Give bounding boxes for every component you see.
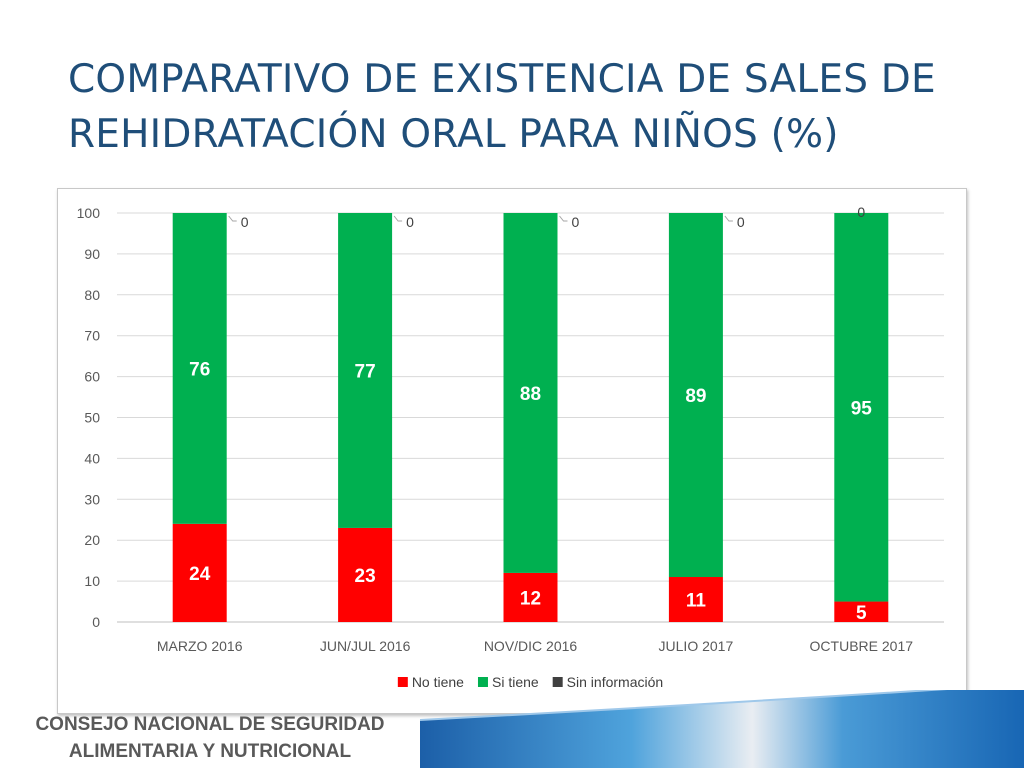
y-axis-ticks: 0 10 20 30 40 50 60 70 80 90 100: [77, 205, 101, 630]
footer-line-2: ALIMENTARIA Y NUTRICIONAL: [68, 741, 352, 762]
footer-line-1: CONSEJO NACIONAL DE SEGURIDAD: [35, 714, 385, 735]
legend-swatch: [397, 677, 408, 687]
y-tick-label: 80: [84, 287, 100, 303]
legend-label: Sin información: [567, 674, 664, 690]
legend-item: No tiene: [397, 674, 464, 690]
x-tick-label: OCTUBRE 2017: [810, 638, 914, 654]
data-label: 77: [355, 361, 376, 382]
y-tick-label: 50: [84, 410, 100, 426]
y-tick-label: 0: [92, 614, 100, 630]
bar-segment: [172, 523, 227, 622]
decorative-footer-band: [420, 690, 1024, 768]
data-label: 0: [737, 214, 745, 230]
legend-item: Si tiene: [477, 674, 539, 690]
y-tick-label: 30: [84, 491, 100, 507]
data-label-leader: [559, 215, 568, 222]
data-label-leader: [393, 215, 403, 222]
legend-item: Sin información: [552, 674, 664, 690]
bar-segment: [834, 213, 889, 602]
legend-swatch: [477, 677, 488, 687]
x-tick-label: NOV/DIC 2016: [484, 638, 578, 654]
y-tick-label: 10: [84, 573, 100, 589]
legend-swatch: [552, 677, 563, 687]
x-tick-label: JUN/JUL 2016: [320, 638, 411, 654]
data-label: 11: [686, 591, 707, 612]
data-labels: 24 76 0 23 77 0 12 88 0 11 89 0 5 95 0: [189, 204, 872, 624]
data-label: 12: [520, 588, 541, 609]
bar-segment: [503, 572, 558, 622]
x-tick-label: MARZO 2016: [157, 638, 243, 654]
data-label-leader: [228, 215, 237, 222]
bar-segment: [668, 213, 723, 578]
data-label: 76: [189, 359, 210, 380]
bar-segment: [668, 577, 723, 622]
legend: No tiene Si tiene Sin información: [397, 674, 664, 690]
data-label-leader: [724, 215, 733, 222]
y-tick-label: 40: [84, 450, 100, 466]
y-tick-label: 100: [77, 205, 101, 221]
data-label: 24: [189, 564, 211, 585]
x-tick-label: JULIO 2017: [659, 638, 734, 654]
data-label: 95: [851, 398, 873, 419]
y-tick-label: 70: [84, 328, 100, 344]
data-label: 88: [520, 384, 541, 405]
slide-title-line-2: REHIDRATACIÓN ORAL PARA NIÑOS (%): [68, 112, 839, 157]
x-axis-ticks: MARZO 2016 JUN/JUL 2016 NOV/DIC 2016 JULIO …: [157, 638, 913, 654]
y-tick-label: 20: [84, 532, 100, 548]
data-label: 0: [572, 214, 580, 230]
data-label: 89: [685, 386, 706, 407]
data-label: 23: [355, 566, 376, 587]
bar-segment: [503, 213, 558, 573]
data-label: 0: [857, 204, 865, 220]
chart-frame: 0 10 20 30 40 50 60 70 80 90 100 24 76 0 23 77 0 12 88 0 11…: [57, 188, 967, 714]
bar-segment: [338, 213, 393, 528]
bars: [172, 213, 889, 622]
legend-label: Si tiene: [492, 674, 539, 690]
slide-title: COMPARATIVO DE EXISTENCIA DE SALES DE RE…: [68, 52, 988, 162]
bar-segment: [338, 527, 393, 622]
bar-segment: [834, 601, 889, 622]
y-tick-label: 60: [84, 369, 100, 385]
data-label: 0: [406, 214, 414, 230]
footer-organization: CONSEJO NACIONAL DE SEGURIDAD ALIMENTARI…: [12, 711, 408, 765]
legend-label: No tiene: [412, 674, 464, 690]
bar-segment: [172, 213, 227, 524]
y-tick-label: 90: [84, 246, 100, 262]
slide-title-line-1: COMPARATIVO DE EXISTENCIA DE SALES DE: [68, 57, 936, 102]
data-label: 5: [856, 603, 867, 624]
data-label: 0: [241, 214, 249, 230]
